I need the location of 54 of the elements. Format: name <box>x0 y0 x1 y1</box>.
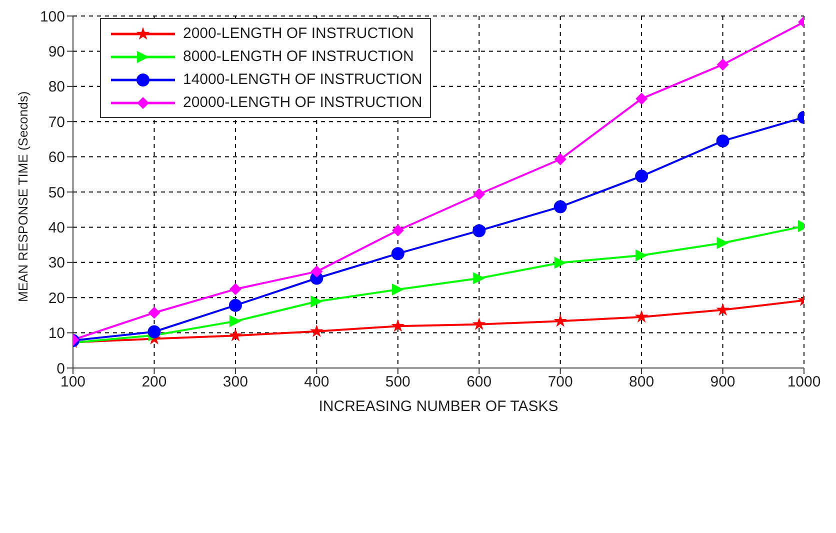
point <box>473 272 486 284</box>
point <box>635 170 648 183</box>
y-tick-label: 60 <box>48 149 65 166</box>
point <box>716 237 729 250</box>
point <box>554 200 567 214</box>
point <box>392 284 404 296</box>
legend-label: 8000-LENGTH OF INSTRUCTION <box>183 48 414 65</box>
point <box>310 324 324 338</box>
point <box>636 249 648 262</box>
point <box>228 298 242 312</box>
legend-label: 2000-LENGTH OF INSTRUCTION <box>183 25 414 42</box>
point <box>228 328 242 342</box>
y-tick-label: 80 <box>48 78 65 96</box>
point <box>229 315 242 328</box>
point <box>229 283 242 296</box>
point <box>716 302 730 316</box>
x-axis-title: INCREASING NUMBER OF TASKS <box>318 398 558 415</box>
point <box>148 306 160 319</box>
x-tick-label: 400 <box>304 374 330 391</box>
point <box>148 325 161 338</box>
point <box>391 247 404 260</box>
point <box>310 266 323 278</box>
x-tick-label: 900 <box>710 374 736 391</box>
y-tick-label: 10 <box>48 325 65 342</box>
x-tick-label: 300 <box>222 374 248 391</box>
y-tick-label: 40 <box>48 220 65 237</box>
point <box>472 224 486 238</box>
point <box>554 153 566 166</box>
y-tick-label: 30 <box>48 254 65 272</box>
legend-label: 20000-LENGTH OF INSTRUCTION <box>183 94 422 111</box>
point <box>716 58 729 71</box>
x-tick-label: 500 <box>385 374 410 391</box>
y-tick-label: 50 <box>48 184 65 202</box>
x-tick-label: 200 <box>142 374 167 391</box>
point <box>473 188 486 200</box>
x-tick-label: 800 <box>629 374 654 391</box>
y-tick-label: 100 <box>40 8 65 26</box>
legend-label: 14000-LENGTH OF INSTRUCTION <box>183 71 422 88</box>
x-tick-label: 1000 <box>787 374 821 391</box>
point <box>636 92 648 105</box>
x-tick-label: 600 <box>466 374 492 391</box>
point <box>554 314 567 327</box>
point <box>392 224 404 236</box>
x-tick-label: 700 <box>548 374 573 391</box>
point <box>472 317 486 330</box>
y-tick-label: 90 <box>48 44 65 61</box>
point <box>634 310 648 323</box>
point <box>716 134 730 148</box>
y-axis-title: MEAN RESPONSE TIME (Seconds) <box>16 91 31 302</box>
point <box>554 256 566 269</box>
y-tick-label: 70 <box>48 114 65 131</box>
point <box>310 295 323 308</box>
y-tick-label: 20 <box>48 290 65 307</box>
point <box>391 319 405 332</box>
